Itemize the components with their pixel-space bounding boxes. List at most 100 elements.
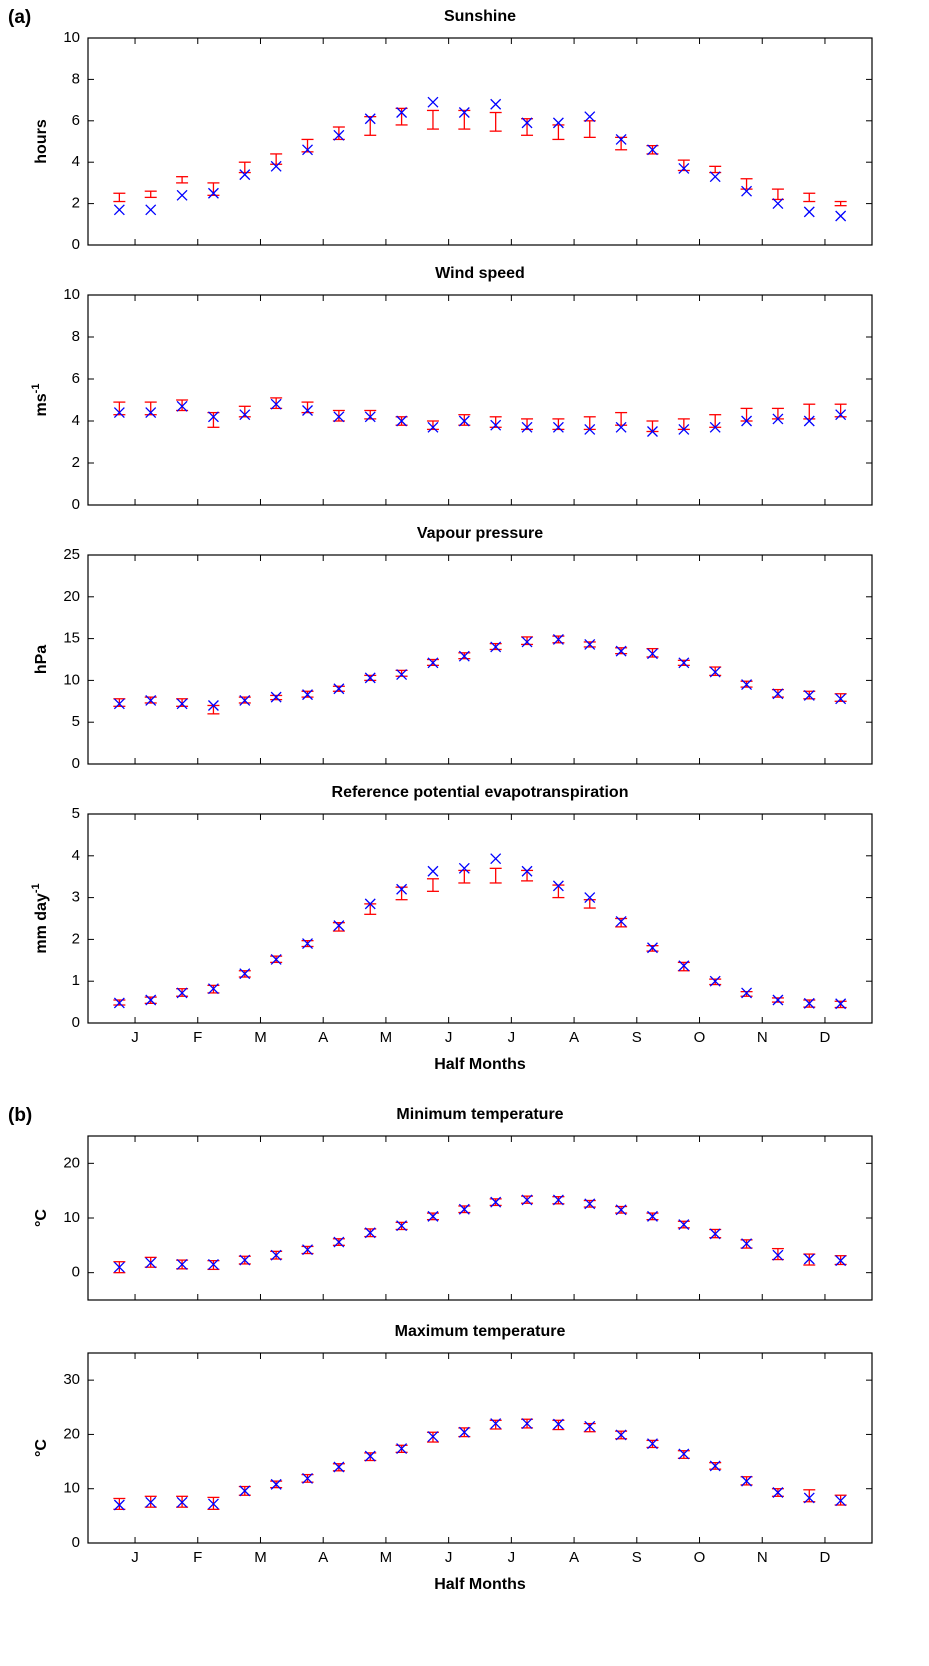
y-tick-label: 2: [72, 454, 80, 471]
marker: [364, 1227, 376, 1239]
y-axis-label-text: mm day: [33, 893, 50, 954]
x-axis-label: Half Months: [434, 1576, 526, 1593]
x-tick-label: D: [820, 1029, 831, 1046]
error-bar: [803, 1489, 816, 1503]
marker: [396, 883, 408, 895]
x-tick-label: J: [445, 1549, 453, 1566]
marker: [176, 189, 188, 201]
error-bar: [113, 698, 126, 707]
y-tick-label: 0: [72, 1014, 80, 1031]
marker: [302, 1244, 313, 1256]
marker: [207, 700, 219, 711]
x-tick-label: A: [569, 1549, 579, 1566]
marker: [584, 1198, 596, 1210]
y-axis-label: hPa: [33, 645, 50, 674]
y-tick-label: 6: [72, 112, 80, 129]
error-bar: [583, 899, 596, 909]
marker: [427, 657, 439, 669]
y-axis-label-sup: -1: [30, 384, 42, 394]
marker: [364, 113, 376, 125]
y-axis-label: mm day-1: [30, 883, 50, 953]
y-tick-label: 10: [63, 286, 80, 303]
y-tick-label: 20: [63, 1425, 80, 1442]
marker: [552, 880, 564, 892]
x-tick-label: J: [131, 1029, 139, 1046]
marker: [396, 1443, 408, 1454]
plot-frame: [87, 1135, 873, 1301]
marker: [772, 413, 784, 425]
y-tick-label: 4: [72, 847, 80, 864]
marker: [521, 865, 533, 877]
marker: [333, 1236, 345, 1248]
error-bar: [270, 153, 283, 165]
marker: [458, 862, 470, 874]
error-bar: [771, 407, 784, 420]
x-tick-label: F: [193, 1549, 202, 1566]
marker: [772, 994, 784, 1006]
chart-title: Wind speed: [435, 265, 525, 282]
y-tick-label: 8: [72, 328, 80, 345]
marker: [803, 206, 815, 218]
marker: [458, 1426, 470, 1438]
marker: [427, 1210, 439, 1222]
plot-frame: [87, 294, 873, 506]
marker: [458, 650, 470, 662]
marker: [207, 187, 219, 199]
marker: [364, 411, 376, 423]
marker: [302, 938, 313, 950]
marker: [270, 954, 282, 965]
y-tick-label: 15: [63, 630, 80, 647]
error-bar: [583, 120, 596, 139]
y-axis-label-text: hPa: [33, 645, 50, 674]
error-bar: [834, 693, 847, 702]
error-bar: [646, 420, 659, 433]
y-tick-label: 10: [63, 671, 80, 688]
x-tick-label: J: [445, 1029, 453, 1046]
marker: [239, 169, 251, 181]
marker: [615, 1204, 627, 1216]
panel-label: (b): [8, 1105, 32, 1126]
marker: [239, 695, 251, 706]
error-bar: [489, 111, 502, 132]
marker: [207, 411, 219, 423]
error-bar: [238, 161, 251, 174]
x-tick-label: J: [508, 1549, 516, 1566]
marker: [145, 1496, 157, 1508]
marker: [239, 1485, 251, 1497]
marker: [333, 129, 345, 141]
marker: [647, 942, 658, 954]
error-bar: [489, 867, 502, 884]
error-bar: [176, 176, 189, 184]
error-bar: [113, 192, 126, 203]
marker: [207, 1259, 219, 1270]
marker: [709, 421, 721, 433]
marker: [458, 415, 470, 427]
marker: [396, 107, 408, 118]
marker: [835, 1255, 847, 1267]
marker: [176, 400, 188, 412]
marker: [521, 117, 533, 129]
marker: [490, 419, 502, 431]
marker: [772, 1249, 784, 1261]
marker: [364, 672, 376, 684]
marker: [835, 998, 847, 1010]
y-tick-label: 4: [72, 412, 80, 429]
marker: [490, 1196, 502, 1208]
marker: [333, 920, 345, 932]
y-tick-label: 3: [72, 889, 80, 906]
y-tick-label: 2: [72, 930, 80, 947]
marker: [333, 411, 345, 423]
marker: [772, 688, 784, 700]
y-tick-label: 10: [63, 1209, 80, 1226]
y-axis-label-sup: -1: [30, 883, 42, 893]
marker: [145, 1257, 157, 1269]
x-tick-label: O: [694, 1549, 706, 1566]
marker: [741, 415, 753, 427]
marker: [647, 426, 658, 437]
marker: [772, 198, 784, 210]
marker: [302, 1472, 313, 1484]
marker: [741, 1238, 753, 1250]
marker: [270, 1249, 282, 1261]
error-bar: [834, 200, 847, 207]
marker: [490, 853, 502, 865]
